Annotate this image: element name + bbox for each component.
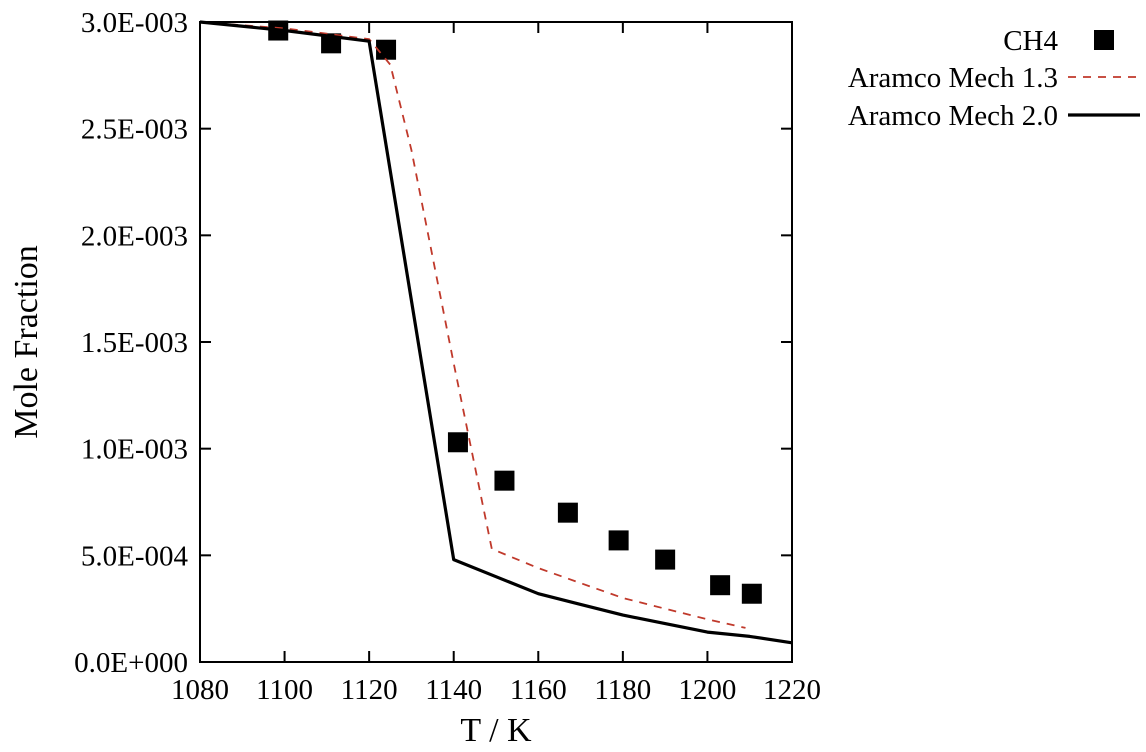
y-tick-label: 2.5E-003 (81, 114, 188, 146)
x-axis-ticks: 1080 1100 1120 1140 1160 1180 1200 1220 (171, 22, 821, 706)
plot-content (199, 20, 793, 645)
y-tick-label: 3.0E-003 (81, 7, 188, 39)
data-point-ch4 (741, 583, 762, 604)
x-tick-label: 1160 (510, 674, 567, 706)
legend-label-aramco-mech-1-3: Aramco Mech 1.3 (848, 62, 1058, 94)
x-tick-label: 1100 (256, 674, 313, 706)
legend-label-ch4: CH4 (1003, 25, 1058, 57)
data-point-ch4 (557, 502, 578, 523)
series-line-aramco-mech-2-0 (199, 20, 793, 645)
plot-frame (199, 21, 793, 663)
data-point-ch4 (447, 432, 468, 453)
x-axis-title: T / K (460, 712, 532, 747)
y-tick-label: 1.5E-003 (81, 327, 188, 359)
x-tick-label: 1120 (341, 674, 398, 706)
x-tick-label: 1080 (171, 674, 229, 706)
data-point-ch4 (608, 530, 629, 551)
x-tick-label: 1180 (594, 674, 651, 706)
data-point-ch4 (494, 470, 515, 491)
y-tick-label: 2.0E-003 (81, 220, 188, 252)
chart-legend: CH4 Aramco Mech 1.3 Aramco Mech 2.0 (848, 25, 1140, 132)
legend-label-aramco-mech-2-0: Aramco Mech 2.0 (848, 100, 1058, 132)
series-line-aramco-mech-1-3 (199, 21, 746, 629)
legend-marker-ch4 (1094, 30, 1114, 50)
data-point-ch4 (710, 575, 731, 596)
y-axis-title: Mole Fraction (8, 245, 45, 439)
data-point-ch4 (376, 39, 397, 60)
x-tick-label: 1140 (425, 674, 482, 706)
y-tick-label: 1.0E-003 (81, 434, 188, 466)
x-tick-label: 1220 (763, 674, 821, 706)
y-tick-label: 0.0E+000 (74, 647, 188, 679)
y-tick-label: 5.0E-004 (81, 540, 189, 572)
y-axis-ticks: 0.0E+000 5.0E-004 1.0E-003 1.5E-003 2.0E-003… (74, 7, 792, 679)
x-tick-label: 1200 (678, 674, 736, 706)
data-point-ch4 (655, 549, 676, 570)
